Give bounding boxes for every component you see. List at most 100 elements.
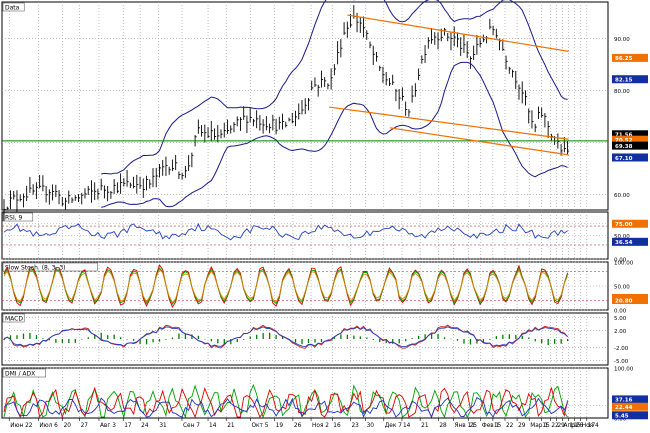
macd-histogram-bar: [281, 336, 284, 339]
value-tag-label: 37.16: [615, 398, 633, 404]
y-tick-label: 100.00: [614, 367, 634, 373]
macd-histogram-bar: [541, 339, 543, 344]
x-tick-label: 31: [159, 423, 167, 429]
macd-histogram-bar: [554, 339, 556, 344]
macd-histogram-bar: [139, 339, 141, 345]
macd-histogram-bar: [9, 335, 12, 339]
panel-title: RSI, 9: [5, 215, 23, 222]
macd-histogram-bar: [489, 339, 491, 340]
macd-histogram-bar: [16, 335, 18, 339]
macd-histogram-bar: [340, 334, 342, 339]
x-tick-label: 22: [551, 423, 559, 429]
value-tag: [612, 402, 648, 411]
macd-histogram-bar: [547, 339, 549, 346]
x-tick-label: 26: [294, 423, 302, 429]
macd-histogram-bar: [217, 339, 219, 344]
macd-histogram-bar: [320, 339, 323, 343]
value-tag-label: 86.25: [615, 56, 633, 62]
x-tick-label: 15: [542, 423, 550, 429]
macd-histogram-bar: [256, 334, 258, 339]
adx-line: [3, 396, 569, 419]
x-tick-label: Авг 3: [100, 423, 116, 429]
x-tick-label: 22: [506, 423, 514, 429]
macd-histogram-bar: [48, 339, 51, 341]
macd-histogram-bar: [294, 339, 297, 343]
macd-histogram-bar: [566, 339, 569, 342]
x-tick-label: 29: [518, 423, 526, 429]
macd-histogram-bar: [307, 339, 310, 344]
macd-histogram-bar: [314, 339, 316, 343]
macd-histogram-bar: [405, 339, 407, 342]
macd-histogram-bar: [191, 334, 193, 339]
value-tag: [612, 153, 648, 162]
rsi-value-tags: 75.00 36.54: [612, 219, 648, 246]
panel-title: Data: [5, 5, 20, 12]
macd-histogram-bar: [35, 335, 38, 339]
value-tag-label: 5.45: [615, 414, 629, 420]
x-tick-label: 25: [470, 423, 478, 429]
x-tick-label: 21: [421, 423, 429, 429]
x-tick-label: Июл 6: [39, 423, 58, 429]
di-minus-line: [3, 386, 569, 419]
panel-title-box: [2, 212, 34, 222]
macd-histogram-bar: [359, 336, 361, 339]
macd-histogram-bar: [392, 339, 394, 344]
stoch-slow-line: [3, 268, 569, 304]
value-tag-label: 36.54: [615, 240, 633, 246]
y-tick-label: 100.00: [614, 261, 634, 267]
macd-histogram-bar: [456, 339, 459, 341]
y-tick-label: 80.00: [614, 89, 630, 95]
trend-channel-mid: [329, 106, 569, 140]
macd-histogram-bar: [81, 339, 83, 340]
macd-histogram-bar: [197, 335, 200, 339]
macd-histogram-bar: [22, 333, 25, 339]
x-tick-label: 16: [333, 423, 341, 429]
macd-histogram-bar: [268, 332, 271, 339]
x-tick-label: 19: [276, 423, 284, 429]
value-tag: [612, 237, 648, 246]
panel-frame: [1, 312, 609, 366]
macd-signal-line: [3, 326, 568, 348]
macd-histogram-bar: [346, 334, 349, 339]
x-tick-label: 28: [439, 423, 447, 429]
value-tag: [612, 395, 648, 404]
macd-histogram-bar: [158, 339, 161, 342]
macd-histogram-bar: [3, 339, 5, 341]
x-tick-label: 14: [209, 423, 217, 429]
value-tag-label: 75.00: [615, 222, 633, 228]
bollinger-upper: [101, 0, 568, 175]
panel-title: Slow Stoch. (8, 3, 3): [5, 265, 65, 272]
macd-histogram-bar: [113, 334, 115, 339]
macd-histogram-bar: [430, 332, 433, 339]
x-tick-label: Дек 7: [385, 423, 402, 429]
macd-line: [3, 324, 568, 349]
value-tag-label: 22.44: [615, 405, 633, 411]
x-tick-label: 27: [81, 423, 89, 429]
macd-histogram-bar: [171, 337, 174, 339]
panel-title-box: [2, 313, 25, 323]
macd-histogram-bar: [152, 339, 154, 343]
di-plus-line: [3, 383, 568, 419]
x-tick-label: 14: [403, 423, 411, 429]
macd-histogram-bar: [366, 337, 368, 339]
macd-histogram-bar: [469, 339, 472, 345]
macd-histogram-bar: [398, 339, 400, 344]
trend-channel-lower: [389, 127, 569, 156]
macd-histogram-bar: [236, 339, 238, 343]
panel-title: MACD: [5, 316, 23, 323]
x-tick-label: 17: [124, 423, 132, 429]
x-tick-label: 15: [494, 423, 502, 429]
stochastic-value-tags: 25.0020.80: [612, 294, 648, 304]
y-tick-label: 2.00: [614, 329, 627, 335]
macd-histogram-bar: [372, 339, 374, 340]
y-tick-label: 5.00: [614, 316, 627, 322]
macd-histogram-bar: [204, 339, 206, 340]
x-tick-label: Мар 1: [530, 423, 548, 429]
x-tick-label: Фев 1: [482, 423, 500, 429]
value-tag-label: 71.56: [615, 133, 633, 139]
macd-histogram-bar: [463, 339, 465, 344]
macd-histogram-bar: [379, 339, 381, 343]
rsi-series: [2, 222, 608, 246]
